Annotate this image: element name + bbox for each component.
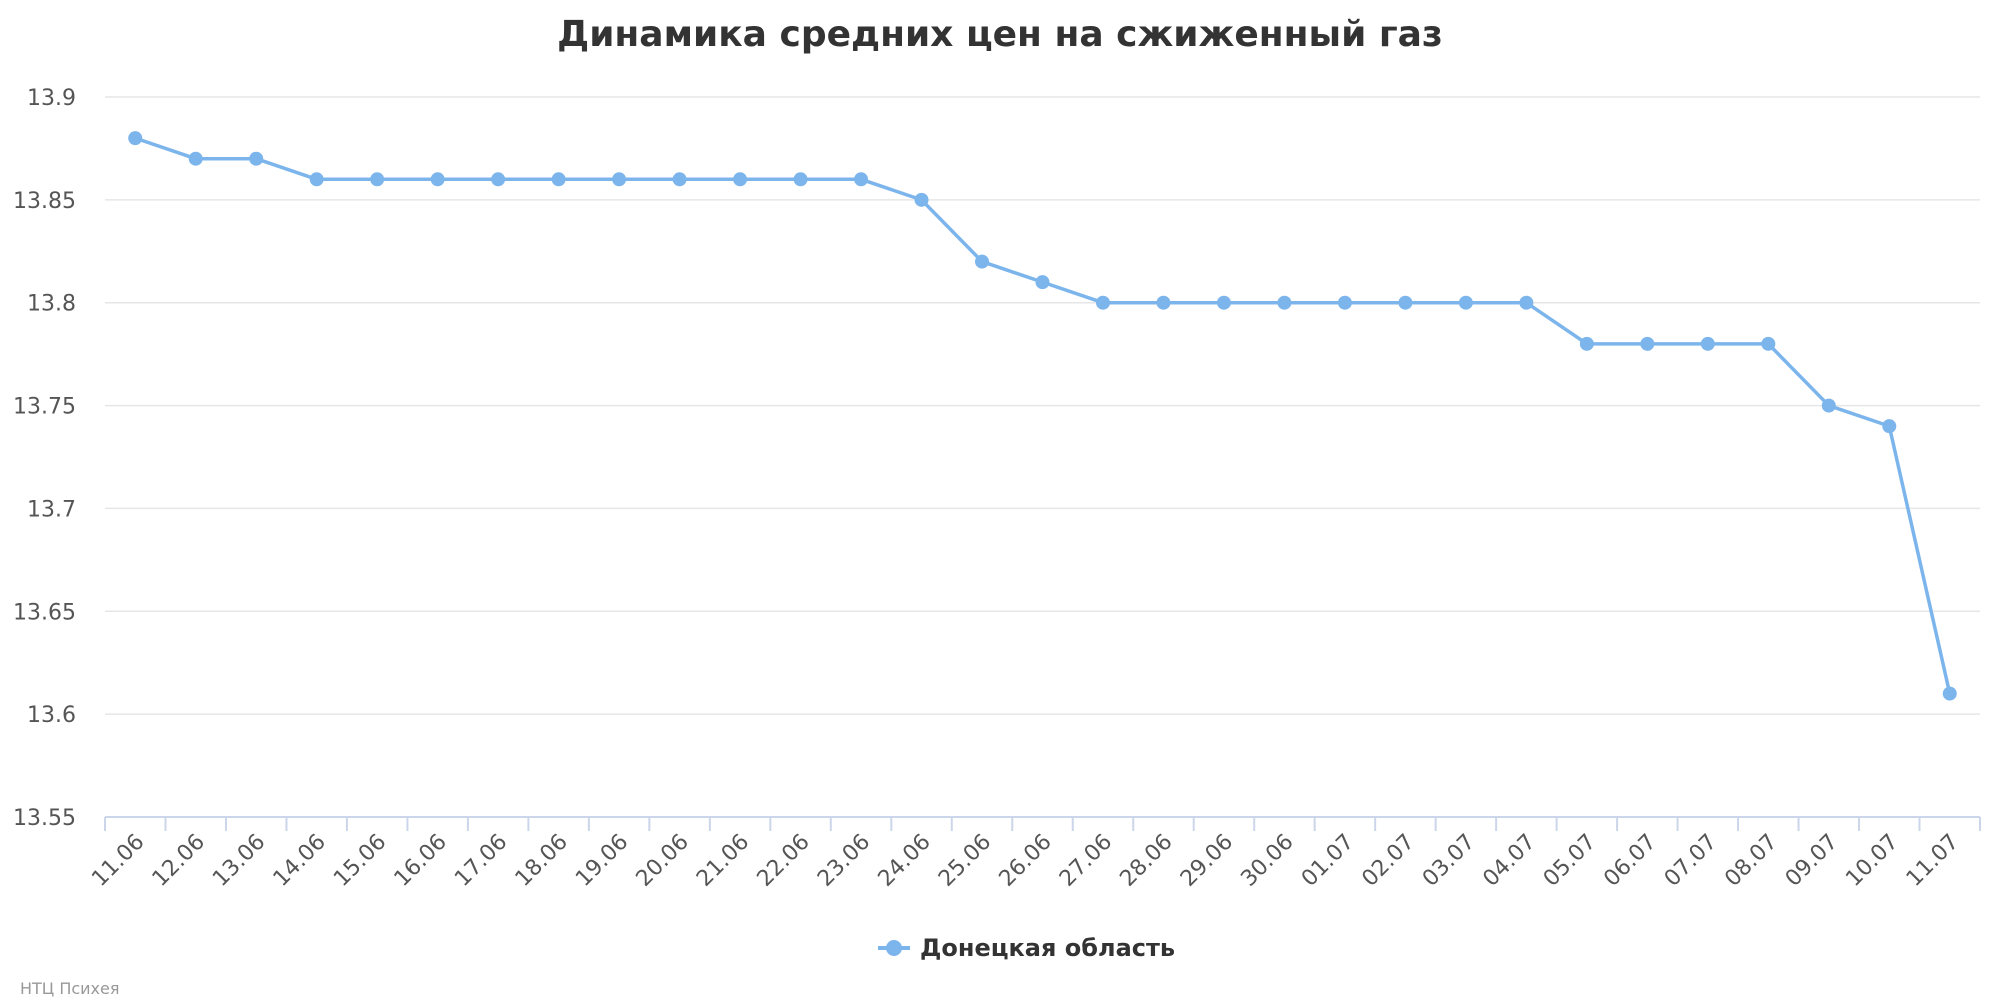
data-point xyxy=(672,172,687,187)
x-tick-label: 22.06 xyxy=(753,830,815,892)
x-tick-label: 10.07 xyxy=(1841,830,1903,892)
data-point xyxy=(793,172,808,187)
x-tick-label: 05.07 xyxy=(1539,830,1601,892)
legend[interactable]: Донецкая область xyxy=(878,934,1175,962)
data-point xyxy=(1821,398,1836,413)
x-tick-label: 18.06 xyxy=(511,830,573,892)
data-point xyxy=(430,172,445,187)
x-tick-label: 08.07 xyxy=(1720,830,1782,892)
data-point xyxy=(128,131,143,146)
data-point xyxy=(1337,295,1352,310)
x-tick-label: 03.07 xyxy=(1418,830,1480,892)
data-point xyxy=(733,172,748,187)
data-point xyxy=(854,172,869,187)
y-tick-label: 13.8 xyxy=(27,292,76,317)
data-point xyxy=(370,172,385,187)
x-tick-label: 15.06 xyxy=(329,830,391,892)
credits[interactable]: НТЦ Психея xyxy=(20,979,119,998)
data-point xyxy=(975,254,990,269)
y-tick-label: 13.6 xyxy=(27,703,76,728)
x-tick-label: 02.07 xyxy=(1357,830,1419,892)
x-tick-label: 09.07 xyxy=(1781,830,1843,892)
data-point xyxy=(1095,295,1110,310)
series-group xyxy=(128,131,1957,701)
x-tick-label: 06.07 xyxy=(1599,830,1661,892)
x-tick-label: 07.07 xyxy=(1660,830,1722,892)
data-point xyxy=(249,151,264,166)
x-tick-label: 17.06 xyxy=(450,830,512,892)
data-point xyxy=(1156,295,1171,310)
y-tick-label: 13.7 xyxy=(27,497,76,522)
data-point xyxy=(1458,295,1473,310)
x-tick-label: 24.06 xyxy=(874,830,936,892)
data-point xyxy=(551,172,566,187)
y-axis: 13.55 13.6 13.65 13.7 13.75 13.8 13.85 13.9 xyxy=(13,86,76,831)
x-tick-label: 29.06 xyxy=(1176,830,1238,892)
x-tick-label: 11.06 xyxy=(87,830,149,892)
data-point xyxy=(1942,686,1957,701)
x-tick-label: 13.06 xyxy=(208,830,270,892)
x-tick-label: 23.06 xyxy=(813,830,875,892)
x-tick-label: 01.07 xyxy=(1297,830,1359,892)
x-tick-label: 21.06 xyxy=(692,830,754,892)
grid xyxy=(105,96,1980,715)
chart-title: Динамика средних цен на сжиженный газ xyxy=(557,14,1443,55)
x-tick-label: 28.06 xyxy=(1115,830,1177,892)
data-point xyxy=(1035,275,1050,290)
x-tick-label: 14.06 xyxy=(269,830,331,892)
data-point xyxy=(1398,295,1413,310)
x-tick-label: 12.06 xyxy=(148,830,210,892)
data-point xyxy=(914,192,929,207)
x-tick-label: 04.07 xyxy=(1478,830,1540,892)
x-tick-label: 25.06 xyxy=(934,830,996,892)
y-tick-label: 13.85 xyxy=(13,189,76,214)
y-tick-label: 13.55 xyxy=(13,806,76,831)
x-tick-label: 11.07 xyxy=(1902,830,1964,892)
data-point xyxy=(188,151,203,166)
x-tick-label: 16.06 xyxy=(390,830,452,892)
data-point xyxy=(491,172,506,187)
data-point xyxy=(1640,336,1655,351)
x-tick-label: 20.06 xyxy=(632,830,694,892)
x-tick-label: 30.06 xyxy=(1236,830,1298,892)
legend-label: Донецкая область xyxy=(920,934,1175,962)
data-point xyxy=(309,172,324,187)
legend-marker xyxy=(886,940,902,956)
x-tick-label: 27.06 xyxy=(1055,830,1117,892)
data-point xyxy=(1519,295,1534,310)
y-tick-label: 13.65 xyxy=(13,600,76,625)
data-point xyxy=(612,172,627,187)
data-point xyxy=(1216,295,1231,310)
x-tick-label: 26.06 xyxy=(995,830,1057,892)
data-point xyxy=(1700,336,1715,351)
y-tick-label: 13.9 xyxy=(27,86,76,111)
x-axis: 11.0612.0613.0614.0615.0616.0617.0618.06… xyxy=(87,816,1981,892)
data-point xyxy=(1761,336,1776,351)
series-line xyxy=(133,136,1952,696)
x-tick-label: 19.06 xyxy=(571,830,633,892)
data-point xyxy=(1277,295,1292,310)
y-tick-label: 13.75 xyxy=(13,395,76,420)
data-point xyxy=(1579,336,1594,351)
data-point xyxy=(1882,419,1897,434)
